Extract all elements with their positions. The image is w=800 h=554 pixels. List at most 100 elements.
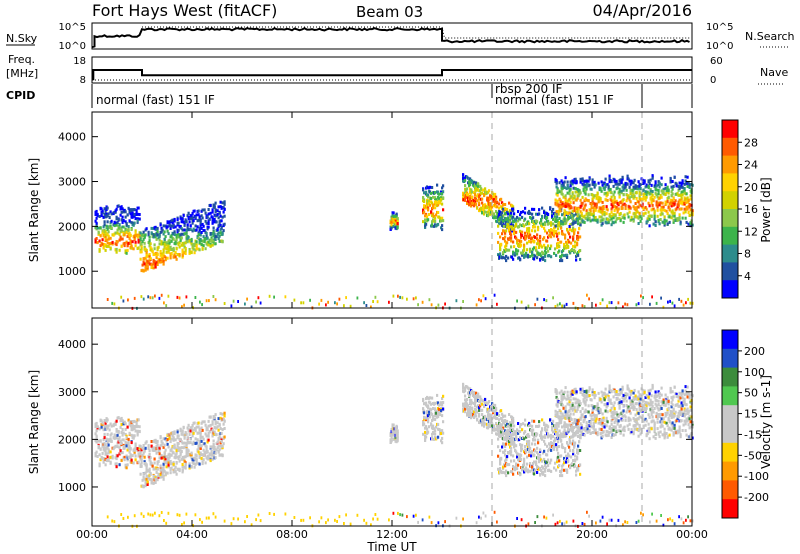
- velocity-pixel: [442, 394, 445, 398]
- power-pixel: [507, 212, 510, 216]
- power-pixel: [650, 195, 653, 199]
- velocity-pixel: [495, 406, 498, 410]
- freq-label: Freq.: [8, 53, 35, 66]
- velocity-pixel: [212, 439, 215, 443]
- velocity-pixel: [481, 402, 484, 406]
- velocity-pixel: [202, 437, 205, 441]
- power-pixel: [159, 253, 162, 257]
- velocity-pixel: [145, 465, 148, 469]
- power-pixel: [599, 187, 602, 191]
- power-pixel: [589, 219, 592, 223]
- velocity-pixel: [515, 437, 518, 441]
- velocity-pixel: [199, 451, 202, 455]
- power-pixel: [672, 218, 675, 222]
- power-pixel: [133, 221, 136, 225]
- power-pixel: [614, 182, 617, 186]
- velocity-pixel: [540, 434, 543, 438]
- power-pixel: [560, 189, 563, 193]
- power-pixel: [487, 205, 490, 209]
- power-pixel: [524, 206, 527, 210]
- velocity-pixel: [504, 449, 507, 453]
- power-pixel: [531, 253, 534, 257]
- velocity-pixel: [533, 460, 536, 464]
- power-pixel: [169, 245, 172, 249]
- power-pixel: [151, 296, 154, 300]
- velocity-pixel: [115, 436, 118, 440]
- velocity-pixel: [119, 449, 122, 453]
- power-pixel: [515, 230, 518, 234]
- power-pixel: [440, 219, 443, 223]
- power-pixel: [516, 252, 519, 256]
- power-pixel: [126, 244, 129, 248]
- power-pixel: [655, 301, 658, 305]
- velocity-pixel: [161, 471, 164, 474]
- power-pixel: [669, 198, 672, 202]
- velocity-pixel: [107, 459, 110, 463]
- velocity-pixel: [428, 425, 431, 429]
- power-pixel: [635, 191, 638, 195]
- power-pixel: [120, 205, 123, 209]
- power-pixel: [219, 205, 222, 209]
- power-pixel: [689, 197, 692, 201]
- velocity-pixel: [496, 417, 499, 420]
- power-pixel: [499, 248, 502, 251]
- power-pixel: [626, 182, 629, 186]
- power-pixel: [622, 198, 625, 202]
- velocity-pixel: [144, 481, 147, 485]
- power-pixel: [573, 232, 576, 236]
- velocity-pixel: [431, 412, 434, 416]
- power-pixel: [536, 220, 539, 224]
- power-pixel: [169, 227, 172, 230]
- velocity-pixel: [432, 415, 435, 419]
- power-pixel: [134, 231, 137, 235]
- velocity-pixel: [142, 475, 145, 479]
- velocity-pixel: [115, 419, 118, 423]
- velocity-pixel: [207, 434, 210, 438]
- velocity-pixel: [507, 471, 510, 475]
- velocity-pixel: [428, 410, 431, 414]
- velocity-pixel: [502, 465, 505, 469]
- velocity-pixel: [120, 458, 123, 462]
- power-pixel: [639, 215, 642, 219]
- velocity-pixel: [497, 427, 500, 431]
- power-pixel: [561, 253, 564, 257]
- power-pixel: [199, 221, 202, 225]
- power-pixel: [590, 187, 593, 191]
- power-pixel: [183, 223, 186, 227]
- velocity-pixel: [519, 430, 522, 433]
- velocity-pixel: [182, 426, 185, 430]
- power-pixel: [97, 231, 100, 235]
- velocity-pixel: [481, 413, 484, 416]
- power-pixel: [406, 297, 408, 301]
- power-pixel: [187, 228, 190, 231]
- velocity-pixel: [152, 467, 155, 471]
- velocity-pixel: [492, 403, 495, 407]
- power-pixel: [566, 228, 569, 232]
- power-pixel: [648, 182, 651, 185]
- power-pixel: [523, 245, 526, 249]
- velocity-pixel: [423, 409, 426, 413]
- power-pixel: [679, 220, 682, 224]
- velocity-pixel: [422, 399, 425, 403]
- power-pixel: [201, 222, 204, 226]
- velocity-pixel: [195, 459, 198, 463]
- velocity-pixel: [180, 457, 183, 461]
- velocity-pixel: [542, 471, 545, 475]
- velocity-pixel: [184, 466, 187, 470]
- power-pixel: [395, 215, 398, 219]
- velocity-pixel: [141, 453, 144, 457]
- power-pixel: [127, 229, 130, 233]
- power-pixel: [544, 229, 547, 233]
- power-pixel: [538, 212, 541, 216]
- velocity-pixel: [510, 426, 513, 430]
- velocity-pixel: [423, 422, 426, 426]
- power-pixel: [125, 251, 128, 255]
- power-pixel: [101, 242, 104, 246]
- velocity-pixel: [503, 450, 506, 454]
- power-pixel: [517, 239, 520, 242]
- power-pixel: [160, 293, 163, 297]
- power-pixel: [300, 301, 302, 305]
- power-pixel: [612, 193, 615, 197]
- velocity-pixel: [435, 425, 438, 429]
- power-pixel: [109, 246, 112, 250]
